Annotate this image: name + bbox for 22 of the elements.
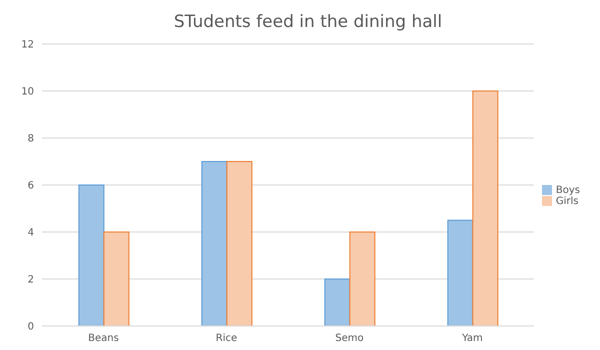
x-tick-label: Beans — [88, 333, 119, 344]
y-tick-label: 10 — [21, 86, 34, 98]
y-tick-label: 0 — [28, 322, 34, 333]
bar — [103, 232, 130, 326]
legend-label: Boys — [556, 185, 580, 196]
bar — [226, 161, 252, 326]
bar — [201, 161, 228, 326]
legend-label: Girls — [556, 196, 579, 207]
x-tick-label: Rice — [216, 333, 238, 344]
y-tick-label: 2 — [28, 274, 34, 286]
bar — [447, 220, 474, 326]
bar — [324, 278, 350, 326]
bar — [472, 90, 498, 326]
y-tick-label: 4 — [28, 228, 34, 239]
x-tick-label: Yam — [461, 333, 483, 344]
chart-title: STudents feed in the dining hall — [172, 11, 444, 34]
bar — [78, 184, 104, 326]
y-tick-label: 12 — [21, 40, 34, 51]
y-tick-label: 8 — [28, 134, 34, 145]
bar — [349, 232, 376, 326]
x-tick-label: Semo — [335, 333, 364, 344]
y-tick-label: 6 — [28, 180, 34, 192]
